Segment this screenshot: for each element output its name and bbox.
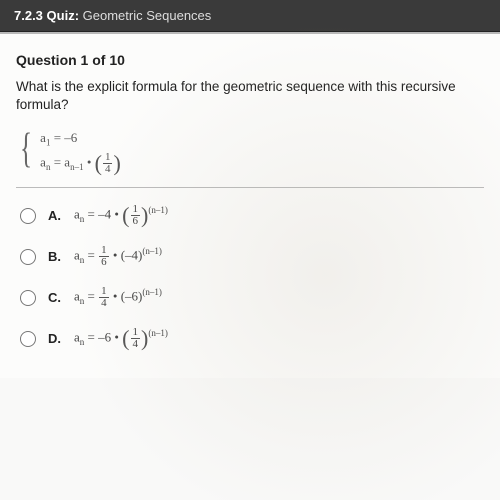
radio-icon[interactable] [20,249,36,265]
formula-line-1: a1 = –6 [40,130,121,148]
eq: = [84,289,98,304]
choice-d[interactable]: D. an = –6 • (14)(n–1) [20,327,484,350]
choice-math: an = –6 • (14)(n–1) [74,327,168,350]
left-brace-icon: { [20,128,32,177]
choice-c[interactable]: C. an = 14 • (–6)(n–1) [20,286,484,309]
exp: (n–1) [142,246,162,256]
lparen-icon: ( [122,203,129,228]
formula-lines: a1 = –6 an = an–1 • (14) [40,128,121,177]
question-text: What is the explicit formula for the geo… [16,78,484,114]
question-number: Question 1 of 10 [16,52,484,68]
recursive-formula: { a1 = –6 an = an–1 • (14) [16,128,484,177]
den: 4 [99,298,109,309]
exp: (n–1) [142,287,162,297]
choice-list: A. an = –4 • (16)(n–1) B. an = 16 • (–4)… [16,204,484,350]
formula-line-2: an = an–1 • (14) [40,152,121,175]
quiz-screen: 7.2.3 Quiz: Geometric Sequences Question… [0,0,500,500]
choice-letter: A. [48,208,64,223]
ratio-frac: 14 [103,152,113,175]
choice-math: an = 16 • (–4)(n–1) [74,245,162,268]
choice-b[interactable]: B. an = 16 • (–4)(n–1) [20,245,484,268]
base-frac: 14 [131,327,141,350]
frac-den: 4 [103,164,113,175]
rparen-icon: ) [113,151,120,176]
choice-letter: C. [48,290,64,305]
den: 4 [131,339,141,350]
dot: • [110,248,121,263]
exp: (n–1) [148,328,168,338]
quiz-label: 7.2.3 Quiz: [14,8,79,23]
quiz-header: 7.2.3 Quiz: Geometric Sequences [0,0,500,32]
radio-icon[interactable] [20,208,36,224]
eq: = –6 • [84,330,122,345]
exp: (n–1) [148,205,168,215]
choice-math: an = 14 • (–6)(n–1) [74,286,162,309]
coef-frac: 16 [99,245,109,268]
base: (–6) [121,289,143,304]
a1-rhs: = –6 [50,130,77,145]
radio-icon[interactable] [20,290,36,306]
question-panel: Question 1 of 10 What is the explicit fo… [0,34,500,378]
question-divider [16,187,484,188]
dot: • [110,289,121,304]
choice-letter: D. [48,331,64,346]
dot: • [84,155,95,170]
eq: = –4 • [84,207,122,222]
den: 6 [99,257,109,268]
anm1-sub: n–1 [70,162,84,172]
base: (–4) [121,248,143,263]
coef-frac: 14 [99,286,109,309]
choice-letter: B. [48,249,64,264]
lparen-icon: ( [122,326,129,351]
radio-icon[interactable] [20,331,36,347]
choice-math: an = –4 • (16)(n–1) [74,204,168,227]
an-eq: = [50,155,64,170]
choice-a[interactable]: A. an = –4 • (16)(n–1) [20,204,484,227]
quiz-title: Geometric Sequences [83,8,212,23]
base-frac: 16 [131,204,141,227]
den: 6 [131,216,141,227]
eq: = [84,248,98,263]
lparen-icon: ( [95,151,102,176]
